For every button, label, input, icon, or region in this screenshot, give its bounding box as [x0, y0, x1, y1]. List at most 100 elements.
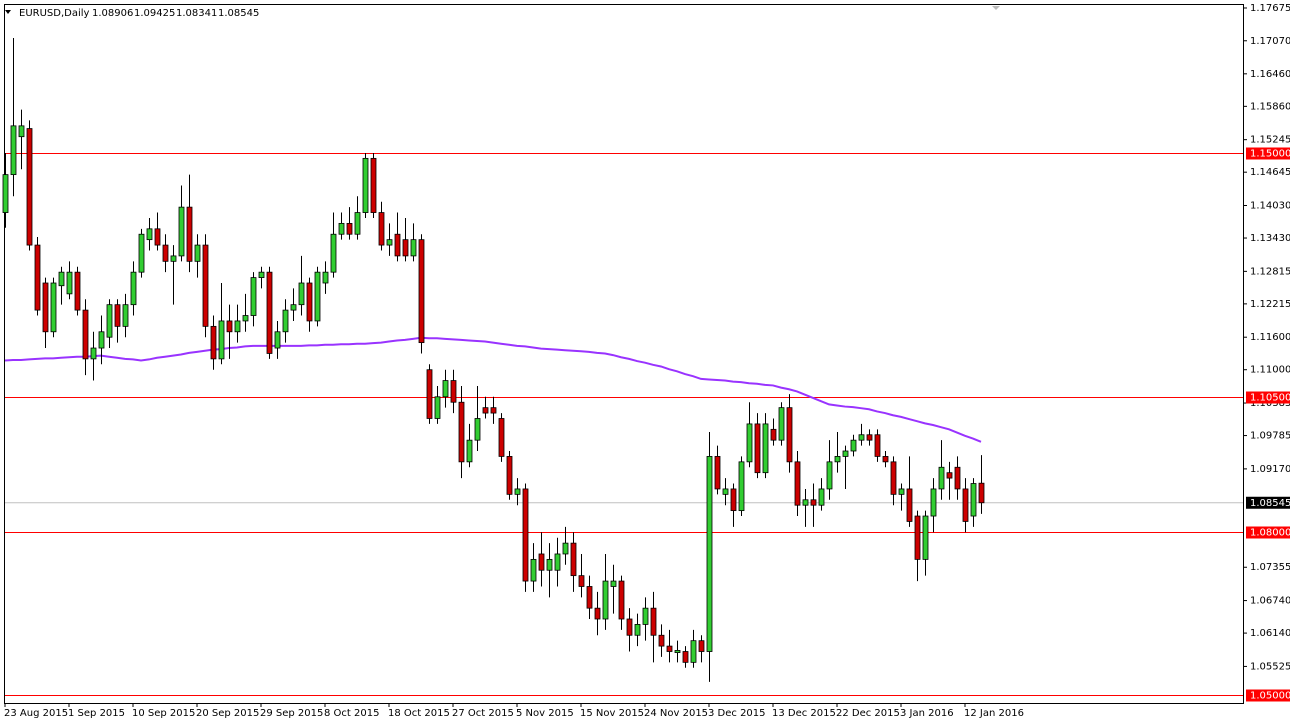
- candle-body: [346, 222, 353, 235]
- candle-body: [82, 309, 89, 360]
- candle-body: [650, 607, 657, 636]
- x-tick-label: 13 Dec 2015: [772, 708, 836, 719]
- y-tick-label: 1.05525: [1250, 661, 1290, 672]
- candle-body: [818, 488, 825, 506]
- x-tick-label: 24 Nov 2015: [644, 708, 708, 719]
- y-tick-label: 1.17070: [1250, 36, 1290, 47]
- candle-body: [170, 255, 177, 262]
- candle-body: [298, 282, 305, 306]
- moving-average: [4, 336, 982, 443]
- candle-body: [74, 271, 81, 311]
- level-label-box: [1246, 391, 1290, 404]
- candle-body: [930, 488, 937, 517]
- candle-body: [906, 488, 913, 522]
- level-label: 1.10500: [1250, 393, 1290, 404]
- candle-body: [34, 244, 41, 311]
- x-tick-label: 5 Nov 2015: [516, 708, 574, 719]
- candle-body: [2, 174, 9, 213]
- candle-body: [834, 456, 841, 463]
- candle-body: [866, 434, 873, 441]
- candle-body: [258, 271, 265, 278]
- candle-body: [322, 271, 329, 284]
- candle-body: [842, 450, 849, 457]
- candle-body: [10, 125, 17, 176]
- candle-body: [90, 347, 97, 360]
- candle-body: [682, 651, 689, 663]
- candle-body: [154, 228, 161, 246]
- y-tick-label: 1.13430: [1250, 233, 1290, 244]
- candle-body: [786, 407, 793, 463]
- candle-body: [666, 645, 673, 652]
- candle-body: [458, 401, 465, 463]
- y-tick-label: 1.09170: [1250, 464, 1290, 475]
- candle-body: [274, 331, 281, 349]
- x-tick-label: 1 Sep 2015: [68, 708, 125, 719]
- candle-body: [914, 515, 921, 560]
- candle-body: [362, 157, 369, 213]
- candle-body: [626, 618, 633, 636]
- level-label: 1.15000: [1250, 149, 1290, 160]
- candle-body: [378, 212, 385, 246]
- price-label-box: [1246, 496, 1290, 509]
- header-value: 1.08341: [176, 8, 217, 19]
- x-tick-label: 23 Aug 2015: [4, 708, 68, 719]
- candle-body: [538, 553, 545, 571]
- candle-body: [922, 515, 929, 560]
- y-tick-label: 1.06140: [1250, 628, 1290, 639]
- candle-body: [394, 233, 401, 257]
- candle-body: [498, 418, 505, 457]
- header-value: 1.08906: [92, 8, 133, 19]
- candle-body: [282, 309, 289, 333]
- candle-body: [370, 157, 377, 213]
- candle-body: [162, 244, 169, 262]
- candle-body: [618, 580, 625, 620]
- x-tick-label: 15 Nov 2015: [580, 708, 644, 719]
- chart-title: EURUSD,Daily: [19, 8, 90, 19]
- candle-body: [306, 282, 313, 322]
- candle-body: [434, 396, 441, 419]
- candle-body: [570, 542, 577, 577]
- candle-body: [826, 461, 833, 490]
- candle-body: [810, 499, 817, 506]
- candle-body: [58, 271, 65, 287]
- candle-body: [426, 369, 433, 419]
- candle-body: [66, 271, 73, 295]
- level-label-box: [1246, 147, 1290, 160]
- menu-triangle: [5, 10, 11, 14]
- candle-body: [114, 304, 121, 327]
- shift-marker: [992, 6, 1000, 10]
- y-tick-label: 1.14030: [1250, 201, 1290, 212]
- y-tick-label: 1.15860: [1250, 101, 1290, 112]
- candle-body: [402, 239, 409, 257]
- candle-body: [450, 380, 457, 403]
- candle-body: [874, 434, 881, 457]
- candle-body: [546, 558, 553, 571]
- candle-body: [26, 128, 33, 246]
- candle-body: [514, 488, 521, 495]
- header-value: 1.09425: [134, 8, 175, 19]
- candle-body: [226, 320, 233, 333]
- candle-body: [882, 456, 889, 463]
- candle-body: [130, 271, 137, 306]
- x-tick-label: 3 Dec 2015: [708, 708, 766, 719]
- candle-body: [466, 439, 473, 463]
- candle-body: [234, 320, 241, 333]
- y-tick-label: 1.11000: [1250, 365, 1290, 376]
- y-tick-label: 1.17675: [1250, 3, 1290, 14]
- candle-body: [642, 607, 649, 625]
- candle-body: [98, 331, 105, 349]
- candle-body: [674, 650, 681, 654]
- candle-body: [722, 488, 729, 495]
- candle-body: [610, 580, 617, 587]
- candle-body: [946, 472, 953, 479]
- candle-body: [738, 461, 745, 512]
- y-tick-label: 1.12215: [1250, 299, 1290, 310]
- y-tick-label: 1.15245: [1250, 135, 1290, 146]
- candle-body: [554, 553, 561, 571]
- y-tick-label: 1.14645: [1250, 167, 1290, 178]
- candle-body: [794, 461, 801, 506]
- x-tick-label: 10 Sep 2015: [132, 708, 195, 719]
- candle-body: [714, 456, 721, 490]
- candle-body: [578, 575, 585, 587]
